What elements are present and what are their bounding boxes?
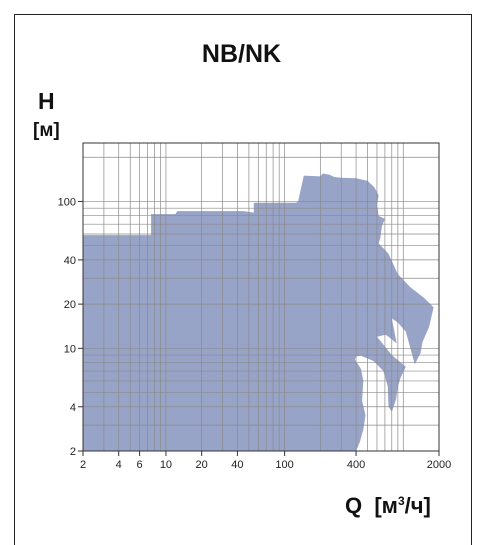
y-tick-label: 40 <box>64 255 76 267</box>
x-tick-label: 2 <box>80 459 86 471</box>
x-axis-label: Q [м3/ч] <box>345 493 431 519</box>
x-tick-label: 10 <box>160 459 172 471</box>
y-tick-label: 4 <box>70 402 76 414</box>
x-tick-label: 100 <box>275 459 293 471</box>
y-tick-label: 2 <box>70 446 76 458</box>
x-axis-unit-prefix: [м <box>374 493 398 518</box>
y-axis-unit: [м] <box>33 120 60 141</box>
x-tick-label: 6 <box>137 459 143 471</box>
y-tick-label: 20 <box>64 299 76 311</box>
y-axis-label: H <box>38 88 55 114</box>
y-tick-label: 10 <box>64 343 76 355</box>
tick-label-layer: 2 4 6 10 20 40 100 400 2000 2 4 10 20 40 100 <box>58 196 452 471</box>
chart-frame <box>14 14 472 545</box>
x-tick-label: 2000 <box>427 459 451 471</box>
x-tick-label: 4 <box>116 459 122 471</box>
x-axis-unit-suffix: /ч] <box>404 493 431 518</box>
y-tick-label: 100 <box>58 196 76 208</box>
x-tick-label: 20 <box>196 459 208 471</box>
x-axis-unit-exponent: 3 <box>397 494 405 508</box>
chart-title: NB/NK <box>201 40 282 68</box>
x-tick-label: 40 <box>231 459 243 471</box>
x-tick-label: 400 <box>347 459 365 471</box>
plot-border <box>82 142 440 452</box>
x-axis-letter: Q <box>345 493 363 518</box>
